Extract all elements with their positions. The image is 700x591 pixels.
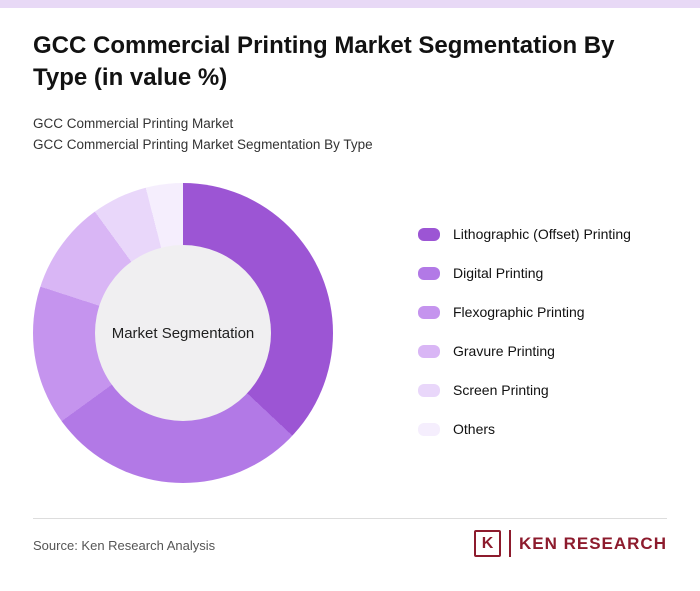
legend-item: Flexographic Printing bbox=[418, 304, 631, 320]
source-text: Source: Ken Research Analysis bbox=[33, 538, 216, 553]
ken-research-logo: K KEN RESEARCH bbox=[473, 530, 667, 557]
logo-k-icon: K bbox=[473, 530, 501, 557]
legend-swatch bbox=[418, 305, 440, 319]
donut-center: Market Segmentation bbox=[95, 245, 271, 421]
legend-label: Others bbox=[453, 421, 496, 437]
legend-item: Others bbox=[418, 421, 631, 437]
logo-wordmark: KEN RESEARCH bbox=[518, 533, 667, 553]
legend-label: Flexographic Printing bbox=[453, 304, 585, 320]
legend-label: Screen Printing bbox=[453, 382, 549, 398]
legend-swatch bbox=[418, 227, 440, 241]
logo-divider bbox=[508, 530, 511, 557]
legend-label: Digital Printing bbox=[453, 265, 544, 281]
legend-item: Screen Printing bbox=[418, 382, 631, 398]
legend-swatch bbox=[418, 266, 440, 280]
subtitle-line-1: GCC Commercial Printing Market bbox=[33, 116, 234, 131]
legend-swatch bbox=[418, 344, 440, 358]
page-title: GCC Commercial Printing Market Segmentat… bbox=[33, 32, 615, 92]
donut-center-label: Market Segmentation bbox=[111, 324, 255, 342]
legend-item: Digital Printing bbox=[418, 265, 631, 281]
legend-item: Gravure Printing bbox=[418, 343, 631, 359]
legend-label: Gravure Printing bbox=[453, 343, 555, 359]
legend-item: Lithographic (Offset) Printing bbox=[418, 226, 631, 242]
legend-swatch bbox=[418, 422, 440, 436]
chart-legend: Lithographic (Offset) Printing Digital Pr… bbox=[418, 226, 631, 437]
legend-swatch bbox=[418, 383, 440, 397]
legend-label: Lithographic (Offset) Printing bbox=[453, 226, 631, 242]
donut-chart: Market Segmentation bbox=[33, 183, 333, 483]
subtitle-line-2: GCC Commercial Printing Market Segmentat… bbox=[33, 137, 373, 152]
footer-divider bbox=[33, 518, 667, 519]
top-accent-bar bbox=[0, 0, 700, 8]
